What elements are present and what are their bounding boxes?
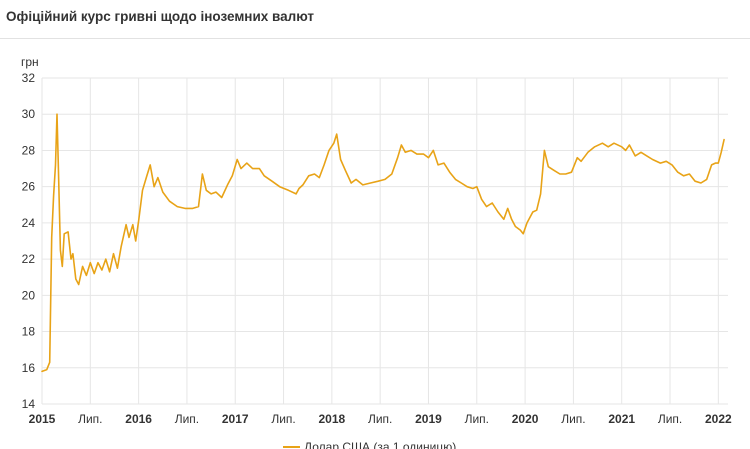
- grid-lines: [41, 77, 728, 405]
- series-layer: [41, 113, 725, 373]
- y-tick-label: 14: [22, 397, 36, 411]
- x-tick-label: 2019: [415, 412, 442, 426]
- y-tick-label: 22: [22, 252, 36, 266]
- y-tick-label: 24: [22, 216, 36, 230]
- x-tick-label: 2022: [705, 412, 732, 426]
- legend-swatch: [283, 446, 300, 448]
- x-tick-label: 2017: [222, 412, 249, 426]
- y-tick-label: 28: [22, 143, 36, 157]
- x-tick-label: 2020: [512, 412, 539, 426]
- y-axis-unit-label: грн: [21, 55, 39, 69]
- x-tick-label: 2021: [608, 412, 635, 426]
- series-line-usd[interactable]: [41, 113, 725, 373]
- x-tick-label: Лип.: [175, 412, 199, 426]
- x-tick-label: Лип.: [271, 412, 295, 426]
- y-tick-label: 20: [22, 288, 36, 302]
- chart-header: Офіційний курс гривні щодо іноземних вал…: [0, 0, 750, 39]
- x-tick-label: Лип.: [368, 412, 392, 426]
- page-title: Офіційний курс гривні щодо іноземних вал…: [6, 9, 315, 24]
- y-tick-label: 30: [22, 107, 36, 121]
- x-tick-label: 2015: [29, 412, 56, 426]
- x-tick-label: Лип.: [561, 412, 585, 426]
- x-tick-label: Лип.: [658, 412, 682, 426]
- y-tick-label: 32: [22, 71, 36, 85]
- x-tick-label: 2018: [319, 412, 346, 426]
- y-tick-label: 26: [22, 180, 36, 194]
- y-tick-label: 18: [22, 325, 36, 339]
- x-tick-label: 2016: [125, 412, 152, 426]
- chart-legend[interactable]: Долар США (за 1 одиницю): [283, 439, 456, 449]
- legend-label: Долар США (за 1 одиницю): [304, 440, 457, 449]
- x-tick-label: Лип.: [78, 412, 102, 426]
- y-tick-label: 16: [22, 361, 36, 375]
- x-tick-label: Лип.: [465, 412, 489, 426]
